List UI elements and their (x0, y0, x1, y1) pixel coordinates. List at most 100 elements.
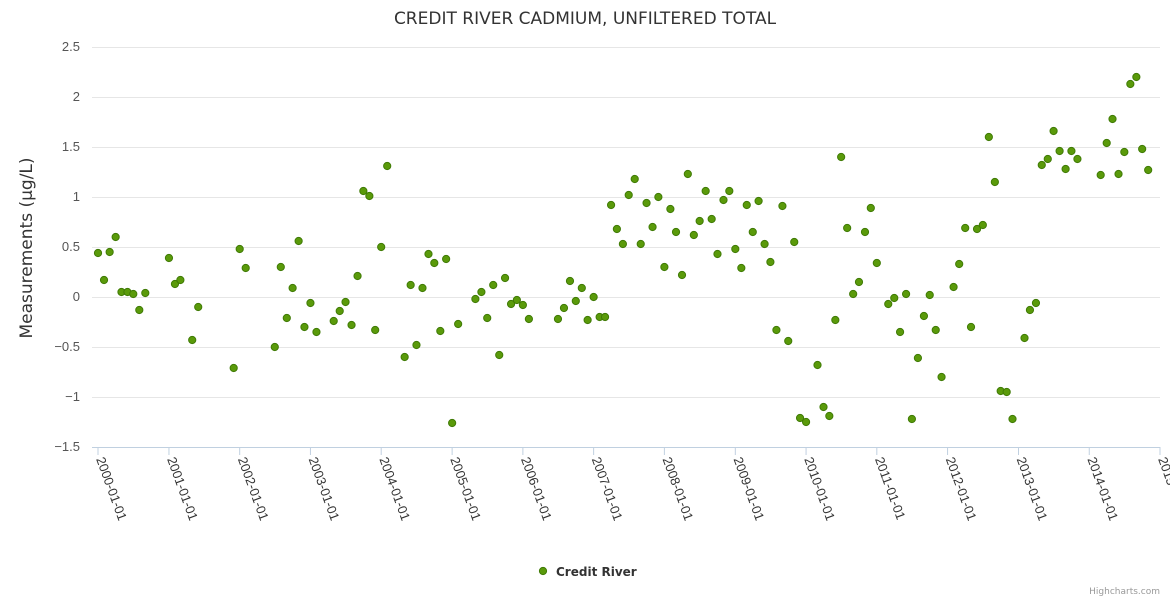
data-point[interactable] (1037, 160, 1046, 170)
data-point[interactable] (766, 257, 775, 267)
data-point[interactable] (359, 186, 368, 196)
data-point[interactable] (500, 273, 510, 283)
data-point[interactable] (860, 227, 870, 237)
data-point[interactable] (524, 314, 533, 324)
data-point[interactable] (1132, 72, 1141, 82)
data-point[interactable] (229, 363, 238, 373)
data-point[interactable] (961, 223, 970, 233)
data-point[interactable] (790, 237, 799, 247)
data-point[interactable] (1067, 146, 1076, 156)
data-point[interactable] (270, 342, 279, 352)
data-point[interactable] (442, 254, 451, 264)
data-point[interactable] (837, 152, 846, 162)
data-point[interactable] (955, 259, 964, 269)
data-point[interactable] (495, 350, 504, 360)
data-point[interactable] (300, 322, 309, 332)
data-point[interactable] (931, 325, 940, 335)
data-point[interactable] (111, 232, 120, 242)
data-point[interactable] (600, 312, 610, 322)
data-point[interactable] (707, 214, 716, 224)
data-point[interactable] (235, 244, 244, 254)
data-point[interactable] (559, 303, 569, 313)
data-point[interactable] (913, 353, 923, 363)
data-point[interactable] (406, 280, 415, 290)
data-point[interactable] (99, 275, 109, 285)
data-point[interactable] (512, 295, 521, 305)
data-point[interactable] (282, 313, 291, 323)
data-point[interactable] (454, 319, 463, 329)
data-point[interactable] (329, 316, 338, 326)
data-point[interactable] (907, 414, 916, 424)
data-point[interactable] (418, 283, 427, 293)
data-point[interactable] (141, 288, 150, 298)
data-point[interactable] (612, 224, 621, 234)
data-point[interactable] (553, 314, 563, 324)
data-point[interactable] (654, 192, 663, 202)
data-point[interactable] (854, 277, 864, 287)
data-point[interactable] (194, 302, 203, 312)
data-point[interactable] (288, 283, 297, 293)
data-point[interactable] (347, 320, 356, 330)
data-point[interactable] (990, 177, 999, 187)
data-point[interactable] (483, 313, 492, 323)
data-point[interactable] (448, 418, 457, 428)
data-point[interactable] (966, 322, 976, 332)
data-point[interactable] (1114, 169, 1123, 179)
data-point[interactable] (430, 258, 439, 268)
data-point[interactable] (489, 280, 498, 290)
data-point[interactable] (306, 298, 315, 308)
data-point[interactable] (666, 204, 675, 214)
data-point[interactable] (1096, 170, 1105, 180)
data-point[interactable] (424, 249, 433, 259)
data-point[interactable] (737, 263, 746, 273)
data-point[interactable] (400, 352, 409, 362)
data-point[interactable] (660, 262, 669, 272)
data-point[interactable] (778, 201, 787, 211)
data-point[interactable] (636, 239, 645, 249)
data-point[interactable] (105, 247, 114, 257)
data-point[interactable] (1138, 144, 1147, 154)
data-point[interactable] (795, 413, 805, 423)
data-point[interactable] (589, 292, 598, 302)
data-point[interactable] (412, 340, 421, 350)
data-point[interactable] (630, 174, 639, 184)
data-point[interactable] (1008, 414, 1017, 424)
data-point[interactable] (1061, 164, 1070, 174)
data-point[interactable] (813, 360, 822, 370)
data-point[interactable] (748, 227, 757, 237)
data-point[interactable] (901, 289, 911, 299)
data-point[interactable] (1049, 126, 1058, 136)
data-point[interactable] (925, 290, 934, 300)
data-point[interactable] (1126, 79, 1135, 89)
data-point[interactable] (1144, 165, 1153, 175)
data-point[interactable] (754, 196, 763, 206)
data-point[interactable] (506, 299, 516, 309)
data-point[interactable] (831, 315, 840, 325)
credits-link[interactable]: Highcharts.com (1089, 587, 1160, 597)
data-point[interactable] (335, 306, 344, 316)
data-point[interactable] (565, 276, 575, 286)
data-point[interactable] (1002, 387, 1011, 397)
data-point[interactable] (383, 161, 392, 171)
data-point[interactable] (135, 305, 144, 315)
data-point[interactable] (93, 248, 103, 258)
data-point[interactable] (683, 169, 692, 179)
data-point[interactable] (725, 186, 734, 196)
data-point[interactable] (518, 300, 527, 310)
data-point[interactable] (648, 222, 657, 232)
data-point[interactable] (890, 293, 899, 303)
data-point[interactable] (170, 279, 180, 289)
data-point[interactable] (188, 335, 197, 345)
data-point[interactable] (371, 325, 380, 335)
data-point[interactable] (571, 296, 580, 306)
data-point[interactable] (1108, 114, 1117, 124)
data-point[interactable] (978, 220, 987, 230)
data-point[interactable] (884, 299, 893, 309)
data-point[interactable] (241, 263, 250, 273)
data-point[interactable] (819, 402, 828, 412)
data-point[interactable] (972, 224, 982, 234)
data-point[interactable] (606, 200, 616, 210)
data-point[interactable] (1020, 333, 1029, 343)
data-point[interactable] (618, 239, 627, 249)
data-point[interactable] (713, 249, 722, 259)
